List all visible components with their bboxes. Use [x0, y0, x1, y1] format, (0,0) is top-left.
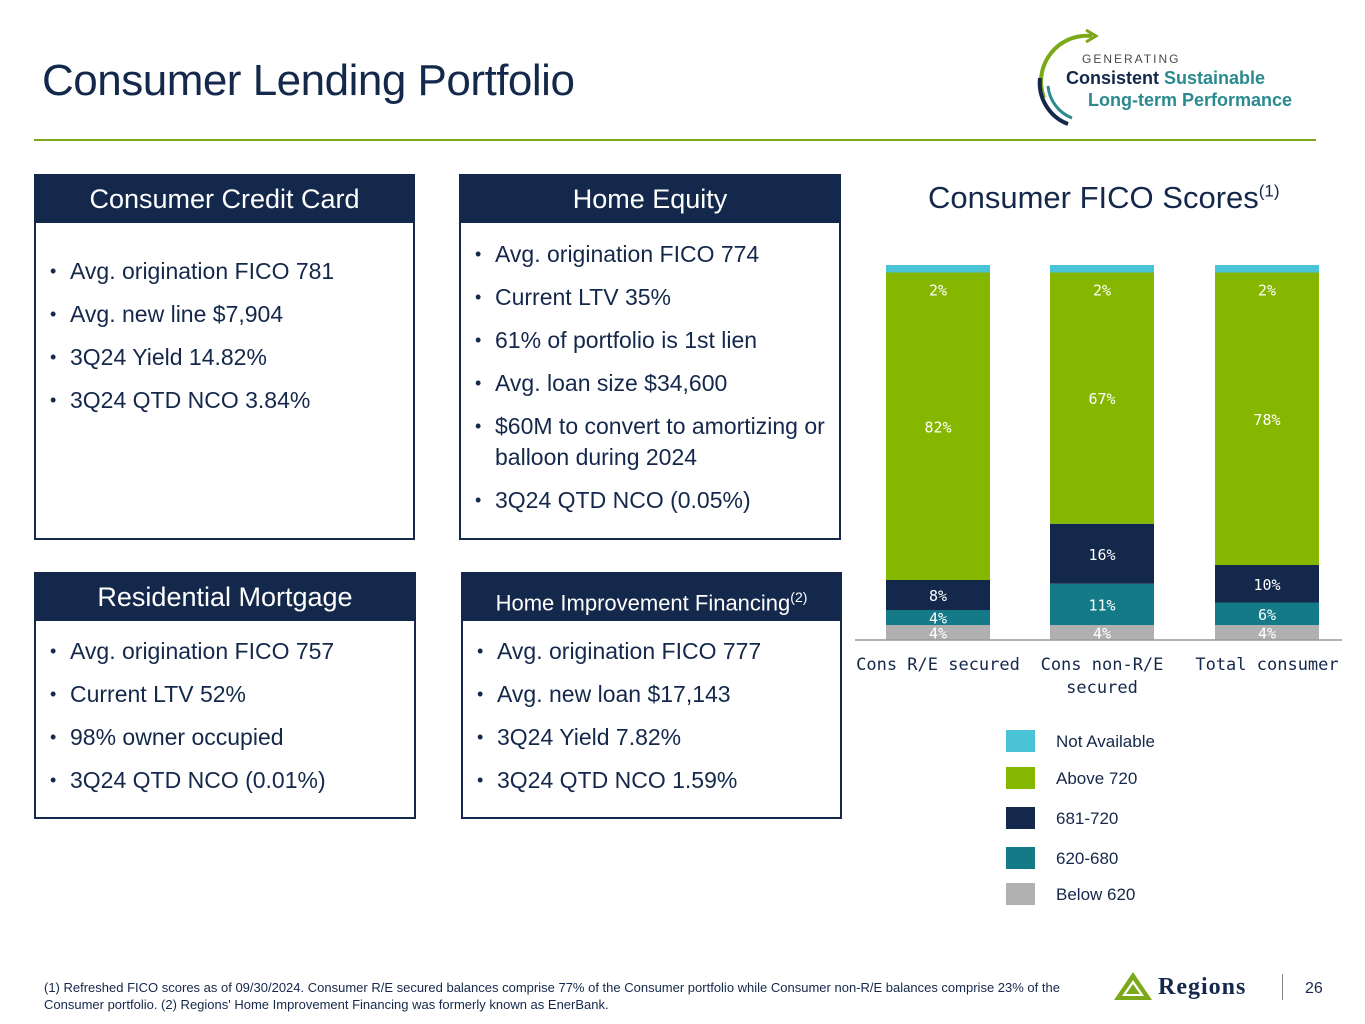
regions-wordmark: Regions: [1158, 974, 1247, 1000]
bullet-item: Current LTV 35%: [475, 282, 831, 313]
legend-item-620-680: 620-680: [1006, 847, 1226, 871]
legend-label: Above 720: [1056, 769, 1138, 788]
tagline-badge: GENERATING Consistent Sustainable Long-t…: [1030, 28, 1330, 128]
data-label: 10%: [1253, 576, 1280, 594]
bar-segment: [1215, 272, 1319, 565]
bullet-item: Avg. origination FICO 781: [50, 256, 405, 287]
residential-mortgage-title: Residential Mortgage: [36, 574, 414, 621]
legend-swatch: [1006, 883, 1035, 905]
x-tick-label: Cons non-R/E secured: [1041, 655, 1164, 698]
data-label: 6%: [1258, 606, 1276, 624]
title-divider: [34, 139, 1316, 141]
data-label: 78%: [1253, 411, 1280, 429]
bullet-item: Avg. new loan $17,143: [477, 679, 832, 710]
data-label: 4%: [929, 610, 947, 628]
data-label: 4%: [1093, 625, 1111, 643]
bar-segment: [1050, 523, 1154, 584]
bullet-item: Avg. origination FICO 757: [50, 636, 406, 667]
data-label: 82%: [924, 418, 951, 436]
badge-sustainable: Sustainable: [1164, 68, 1266, 88]
footnote-marker: (1): [1258, 181, 1280, 201]
home-improvement-box: Home Improvement Financing(2) Avg. origi…: [461, 572, 842, 819]
regions-triangle-icon: [1114, 972, 1152, 1000]
bullet-item: 3Q24 Yield 7.82%: [477, 722, 832, 753]
bullet-item: Avg. loan size $34,600: [475, 368, 831, 399]
data-label: 67%: [1088, 390, 1115, 408]
data-label: 11%: [1088, 596, 1115, 614]
legend-swatch: [1006, 767, 1035, 789]
bar-segment: [1215, 625, 1319, 640]
data-label: 4%: [1258, 625, 1276, 643]
bullet-item: 3Q24 QTD NCO (0.01%): [50, 765, 406, 796]
bullet-item: 61% of portfolio is 1st lien: [475, 325, 831, 356]
legend-swatch: [1006, 807, 1035, 829]
data-label: 8%: [929, 587, 947, 605]
bar-segment: [886, 272, 990, 580]
home-improvement-title-text: Home Improvement Financing: [495, 590, 791, 616]
home-equity-box: Home Equity Avg. origination FICO 774 Cu…: [459, 174, 841, 540]
bar-segment: [1215, 565, 1319, 603]
data-label: 4%: [929, 625, 947, 643]
bullet-item: $60M to convert to amortizing or balloon…: [475, 411, 831, 473]
footnote-marker: (2): [790, 589, 808, 605]
bullet-item: 3Q24 QTD NCO (0.05%): [475, 485, 831, 516]
legend-label: 681-720: [1056, 809, 1119, 828]
credit-card-box: Consumer Credit Card Avg. origination FI…: [34, 174, 415, 540]
circular-arrow-icon: [1037, 28, 1099, 126]
residential-mortgage-box: Residential Mortgage Avg. origination FI…: [34, 572, 416, 819]
bullet-item: 3Q24 Yield 14.82%: [50, 342, 405, 373]
data-label: 2%: [1093, 282, 1111, 300]
bar-segment: [1050, 265, 1154, 273]
legend-swatch: [1006, 847, 1035, 869]
bar-segment: [886, 610, 990, 625]
bar-segment: [886, 625, 990, 640]
data-label: 2%: [1258, 282, 1276, 300]
page-title: Consumer Lending Portfolio: [42, 56, 575, 105]
badge-generating: GENERATING: [1082, 52, 1181, 66]
bullet-item: 3Q24 QTD NCO 1.59%: [477, 765, 832, 796]
legend-item-below-620: Below 620: [1006, 883, 1226, 907]
bar-segment: [1050, 272, 1154, 524]
bullet-item: Current LTV 52%: [50, 679, 406, 710]
data-label: 2%: [929, 282, 947, 300]
credit-card-bullets: Avg. origination FICO 781 Avg. new line …: [36, 223, 413, 416]
logo-separator: [1282, 974, 1283, 1000]
bullet-item: Avg. origination FICO 774: [475, 239, 831, 270]
bullet-item: Avg. new line $7,904: [50, 299, 405, 330]
footnote: (1) Refreshed FICO scores as of 09/30/20…: [44, 980, 1060, 1012]
bar-segment: [886, 580, 990, 610]
bullet-item: 98% owner occupied: [50, 722, 406, 753]
home-equity-bullets: Avg. origination FICO 774 Current LTV 35…: [461, 223, 839, 516]
legend-swatch: [1006, 730, 1035, 752]
x-tick-label: Total consumer: [1195, 655, 1338, 675]
legend-item-above-720: Above 720: [1006, 767, 1226, 791]
residential-mortgage-bullets: Avg. origination FICO 757 Current LTV 52…: [36, 621, 414, 796]
bar-segment: [1215, 265, 1319, 273]
legend-label: Not Available: [1056, 732, 1155, 751]
badge-line1: Consistent Sustainable: [1066, 68, 1265, 89]
badge-line2: Long-term Performance: [1088, 90, 1293, 110]
fico-stacked-bar-chart: 4%4%8%82%2%4%11%16%67%2%4%6%10%78%2%Cons…: [855, 265, 1342, 698]
data-label: 16%: [1088, 546, 1115, 564]
legend-label: Below 620: [1056, 885, 1136, 904]
home-improvement-title: Home Improvement Financing(2): [463, 574, 840, 621]
page-number: 26: [1305, 980, 1323, 997]
legend-item-681-720: 681-720: [1006, 807, 1226, 831]
bar-segment: [1050, 583, 1154, 625]
credit-card-title: Consumer Credit Card: [36, 176, 413, 223]
bullet-item: 3Q24 QTD NCO 3.84%: [50, 385, 405, 416]
bar-segment: [886, 265, 990, 273]
legend-label: 620-680: [1056, 849, 1119, 868]
chart-title: Consumer FICO Scores(1): [928, 180, 1280, 216]
chart-title-text: Consumer FICO Scores: [928, 180, 1259, 215]
x-tick-label: Cons R/E secured: [856, 655, 1020, 675]
regions-logo: Regions: [1112, 970, 1292, 1004]
bar-segment: [1215, 602, 1319, 625]
bullet-item: Avg. origination FICO 777: [477, 636, 832, 667]
legend-item-not-available: Not Available: [1006, 730, 1226, 754]
bar-segment: [1050, 625, 1154, 640]
home-equity-title: Home Equity: [461, 176, 839, 223]
badge-consistent: Consistent: [1066, 68, 1160, 88]
home-improvement-bullets: Avg. origination FICO 777 Avg. new loan …: [463, 621, 840, 796]
